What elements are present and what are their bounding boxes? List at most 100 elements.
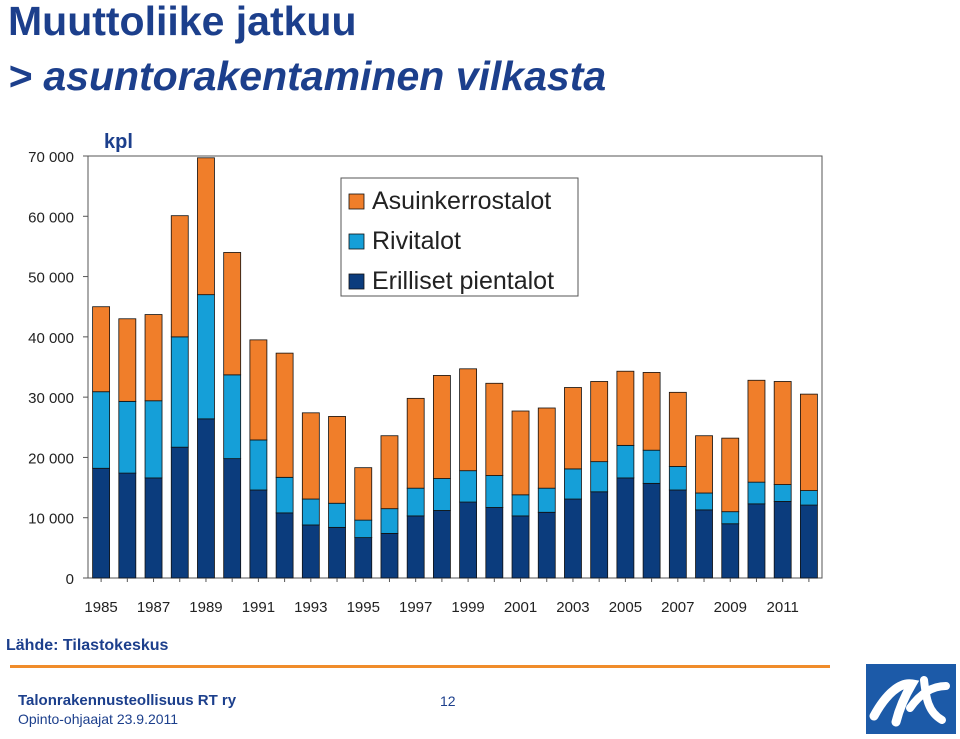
bar-rivitalot-1991 xyxy=(249,439,268,491)
y-tick-label: 30 000 xyxy=(28,390,74,407)
page-subtitle: > asuntorakentaminen vilkasta xyxy=(8,53,607,99)
legend-swatch-asuinkerrostalot xyxy=(348,193,365,210)
bar-rivitalot-1997 xyxy=(406,487,425,517)
legend-swatch-erilliset xyxy=(348,273,365,290)
legend-swatch-rivitalot xyxy=(348,233,365,250)
bar-asuinkerrostalot-1989 xyxy=(197,157,215,296)
bar-erilliset-2007 xyxy=(668,489,687,579)
bar-asuinkerrostalot-1999 xyxy=(459,368,478,472)
bar-asuinkerrostalot-2000 xyxy=(485,382,504,476)
bar-erilliset-1986 xyxy=(118,472,137,579)
page-number: 12 xyxy=(440,693,456,709)
bar-asuinkerrostalot-1991 xyxy=(249,339,268,441)
bar-erilliset-1995 xyxy=(354,537,373,579)
bar-erilliset-1985 xyxy=(92,467,111,579)
bar-erilliset-2008 xyxy=(695,509,713,579)
bar-erilliset-1999 xyxy=(459,501,478,579)
bar-erilliset-1996 xyxy=(380,532,399,579)
bar-asuinkerrostalot-2005 xyxy=(616,370,635,446)
x-tick-label: 2011 xyxy=(767,599,799,616)
bar-asuinkerrostalot-2004 xyxy=(590,381,609,463)
rt-logo-icon xyxy=(866,664,956,734)
bar-rivitalot-2007 xyxy=(668,466,687,491)
bar-rivitalot-1985 xyxy=(92,391,111,469)
legend-label-erilliset: Erilliset pientalot xyxy=(372,267,554,295)
bar-erilliset-2011 xyxy=(773,501,792,579)
bar-erilliset-2010 xyxy=(747,503,766,579)
x-tick-label: 1999 xyxy=(451,599,484,616)
bar-asuinkerrostalot-2003 xyxy=(564,387,582,470)
bar-rivitalot-1995 xyxy=(354,519,373,539)
footer-divider xyxy=(10,665,830,668)
bar-erilliset-2012 xyxy=(799,504,818,579)
y-tick-label: 40 000 xyxy=(28,330,74,347)
bar-erilliset-2004 xyxy=(590,491,609,579)
bar-erilliset-1994 xyxy=(328,526,346,579)
bar-asuinkerrostalot-1988 xyxy=(170,215,189,338)
bar-asuinkerrostalot-1987 xyxy=(144,314,163,402)
bar-asuinkerrostalot-1986 xyxy=(118,318,137,402)
y-tick-label: 0 xyxy=(66,571,74,588)
bar-asuinkerrostalot-1996 xyxy=(380,435,399,510)
bar-erilliset-1993 xyxy=(301,524,320,579)
bar-asuinkerrostalot-2006 xyxy=(642,372,661,451)
bar-rivitalot-2009 xyxy=(721,511,740,525)
bar-erilliset-1997 xyxy=(406,515,425,579)
x-tick-label: 1995 xyxy=(347,599,380,616)
x-tick-label: 1993 xyxy=(294,599,327,616)
bar-erilliset-1991 xyxy=(249,489,268,579)
bar-rivitalot-1996 xyxy=(380,508,399,534)
bar-erilliset-2002 xyxy=(537,511,556,579)
plot-frame xyxy=(87,155,823,579)
bar-asuinkerrostalot-2001 xyxy=(511,410,530,496)
bar-erilliset-2003 xyxy=(564,498,582,579)
x-tick-label: 1985 xyxy=(84,599,117,616)
bar-erilliset-2005 xyxy=(616,477,635,579)
bar-rivitalot-1992 xyxy=(275,476,294,514)
legend-label-rivitalot: Rivitalot xyxy=(372,227,461,255)
legend-box xyxy=(340,177,579,297)
bar-asuinkerrostalot-1990 xyxy=(223,252,242,376)
bar-asuinkerrostalot-2007 xyxy=(668,391,687,467)
legend-label-asuinkerrostalot: Asuinkerrostalot xyxy=(372,187,551,215)
y-unit-label: kpl xyxy=(104,131,133,153)
bar-asuinkerrostalot-2012 xyxy=(799,393,818,491)
x-tick-label: 1997 xyxy=(399,599,432,616)
source-note: Lähde: Tilastokeskus xyxy=(6,637,169,654)
bar-rivitalot-2008 xyxy=(695,492,713,511)
bar-asuinkerrostalot-1997 xyxy=(406,397,425,489)
bar-rivitalot-1994 xyxy=(328,502,346,528)
bar-erilliset-1989 xyxy=(197,418,215,579)
bar-rivitalot-1990 xyxy=(223,374,242,460)
x-tick-label: 2009 xyxy=(714,599,747,616)
y-tick-label: 70 000 xyxy=(28,149,74,166)
footer-subtitle: Opinto-ohjaajat 23.9.2011 xyxy=(18,711,179,727)
bar-erilliset-1988 xyxy=(170,446,189,579)
bar-asuinkerrostalot-1994 xyxy=(328,416,346,504)
x-tick-label: 2007 xyxy=(661,599,694,616)
bar-rivitalot-2004 xyxy=(590,461,609,493)
y-tick-label: 60 000 xyxy=(28,209,74,226)
bar-asuinkerrostalot-2008 xyxy=(695,435,713,494)
bar-rivitalot-2001 xyxy=(511,494,530,517)
bar-erilliset-1998 xyxy=(432,510,451,579)
bar-erilliset-2001 xyxy=(511,515,530,579)
x-tick-label: 2003 xyxy=(556,599,589,616)
bar-rivitalot-2006 xyxy=(642,449,661,484)
bar-asuinkerrostalot-2011 xyxy=(773,381,792,485)
stacked-bar-chart: 0 10 000 20 000 30 000 40 000 50 000 60 000 70 … xyxy=(28,131,823,616)
bar-rivitalot-2003 xyxy=(564,468,582,500)
x-tick-label: 1987 xyxy=(137,599,170,616)
bar-rivitalot-2012 xyxy=(799,490,818,506)
bar-rivitalot-2010 xyxy=(747,481,766,505)
bar-rivitalot-1987 xyxy=(144,400,163,479)
bar-asuinkerrostalot-1992 xyxy=(275,352,294,478)
x-tick-label: 2001 xyxy=(504,599,537,616)
bar-rivitalot-2002 xyxy=(537,487,556,513)
x-tick-label: 1989 xyxy=(189,599,222,616)
bar-rivitalot-2011 xyxy=(773,484,792,502)
bar-erilliset-1992 xyxy=(275,512,294,579)
x-tick-label: 1991 xyxy=(242,599,275,616)
bar-erilliset-2009 xyxy=(721,523,740,579)
bar-rivitalot-1998 xyxy=(432,478,451,511)
